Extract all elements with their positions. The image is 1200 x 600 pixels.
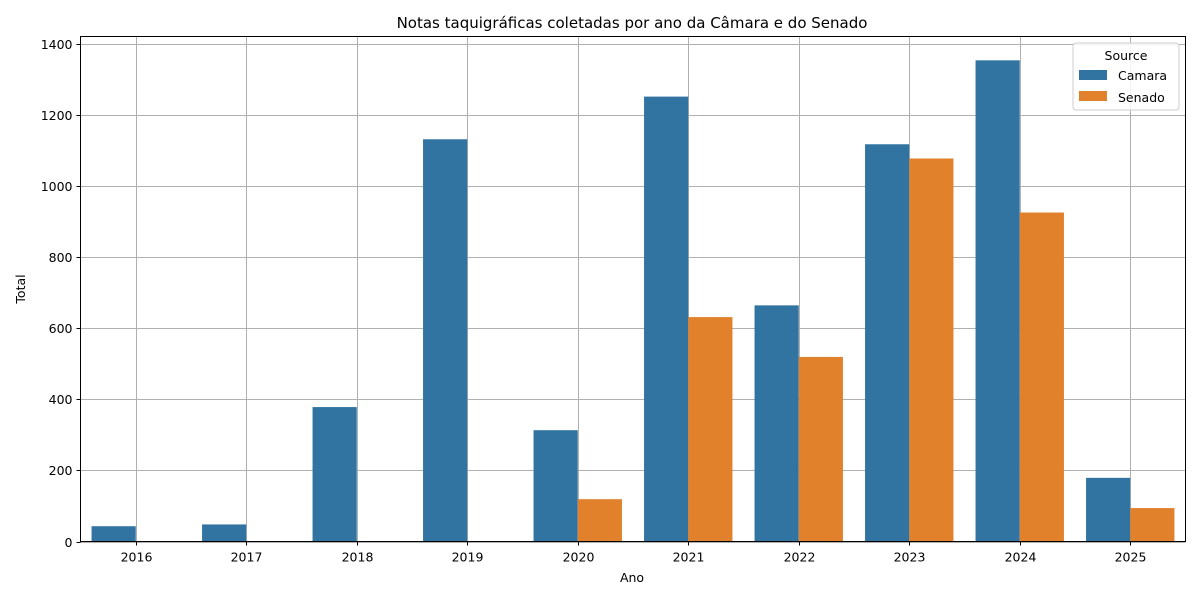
ticks-layer: 0 200 400 600 800 1000 1200 1400 2016 2017 2018 201…	[41, 37, 1147, 565]
y-tick-label: 1200	[41, 108, 73, 123]
bar-camara-2016	[91, 526, 136, 542]
bar-camara-2019	[423, 139, 468, 542]
legend: Source Camara Senado	[1072, 42, 1180, 111]
x-tick-label: 2024	[1005, 550, 1037, 565]
y-axis-label: Total	[13, 274, 28, 304]
legend-title: Source	[1105, 48, 1148, 63]
bar-camara-2025	[1086, 477, 1131, 542]
bar-senado-2025	[1130, 508, 1175, 542]
bar-senado-2024	[1019, 212, 1064, 542]
bar-camara-2022	[754, 305, 799, 542]
y-tick-label: 0	[65, 535, 73, 550]
legend-swatch-senado	[1079, 91, 1107, 101]
chart-title: Notas taquigráficas coletadas por ano da…	[397, 14, 868, 32]
bar-camara-2017	[202, 524, 247, 542]
bar-camara-2020	[533, 430, 578, 542]
bar-camara-2024	[975, 60, 1020, 542]
x-tick-label: 2023	[894, 550, 926, 565]
y-tick-label: 400	[49, 392, 73, 407]
x-tick-label: 2019	[452, 550, 484, 565]
bar-senado-2020	[577, 499, 622, 542]
x-tick-label: 2018	[342, 550, 374, 565]
legend-swatch-camara	[1079, 70, 1107, 80]
plot-frame	[80, 36, 1186, 542]
y-tick-label: 800	[49, 250, 73, 265]
x-tick-label: 2025	[1115, 550, 1147, 565]
x-tick-label: 2020	[563, 550, 595, 565]
bar-senado-2021	[688, 317, 733, 542]
legend-label-camara: Camara	[1118, 68, 1167, 83]
x-tick-label: 2017	[231, 550, 263, 565]
y-tick-label: 1000	[41, 179, 73, 194]
bar-camara-2021	[644, 96, 689, 542]
x-axis-label: Ano	[620, 570, 644, 585]
x-tick-label: 2021	[673, 550, 705, 565]
x-tick-label: 2016	[121, 550, 153, 565]
bar-camara-2018	[312, 407, 357, 542]
bars-layer	[91, 60, 1175, 542]
bar-senado-2022	[798, 356, 843, 542]
bar-camara-2023	[865, 144, 910, 542]
y-tick-label: 600	[49, 321, 73, 336]
legend-label-senado: Senado	[1118, 90, 1165, 105]
y-tick-label: 200	[49, 463, 73, 478]
bar-senado-2023	[909, 158, 954, 542]
y-tick-label: 1400	[41, 37, 73, 52]
x-tick-label: 2022	[784, 550, 816, 565]
